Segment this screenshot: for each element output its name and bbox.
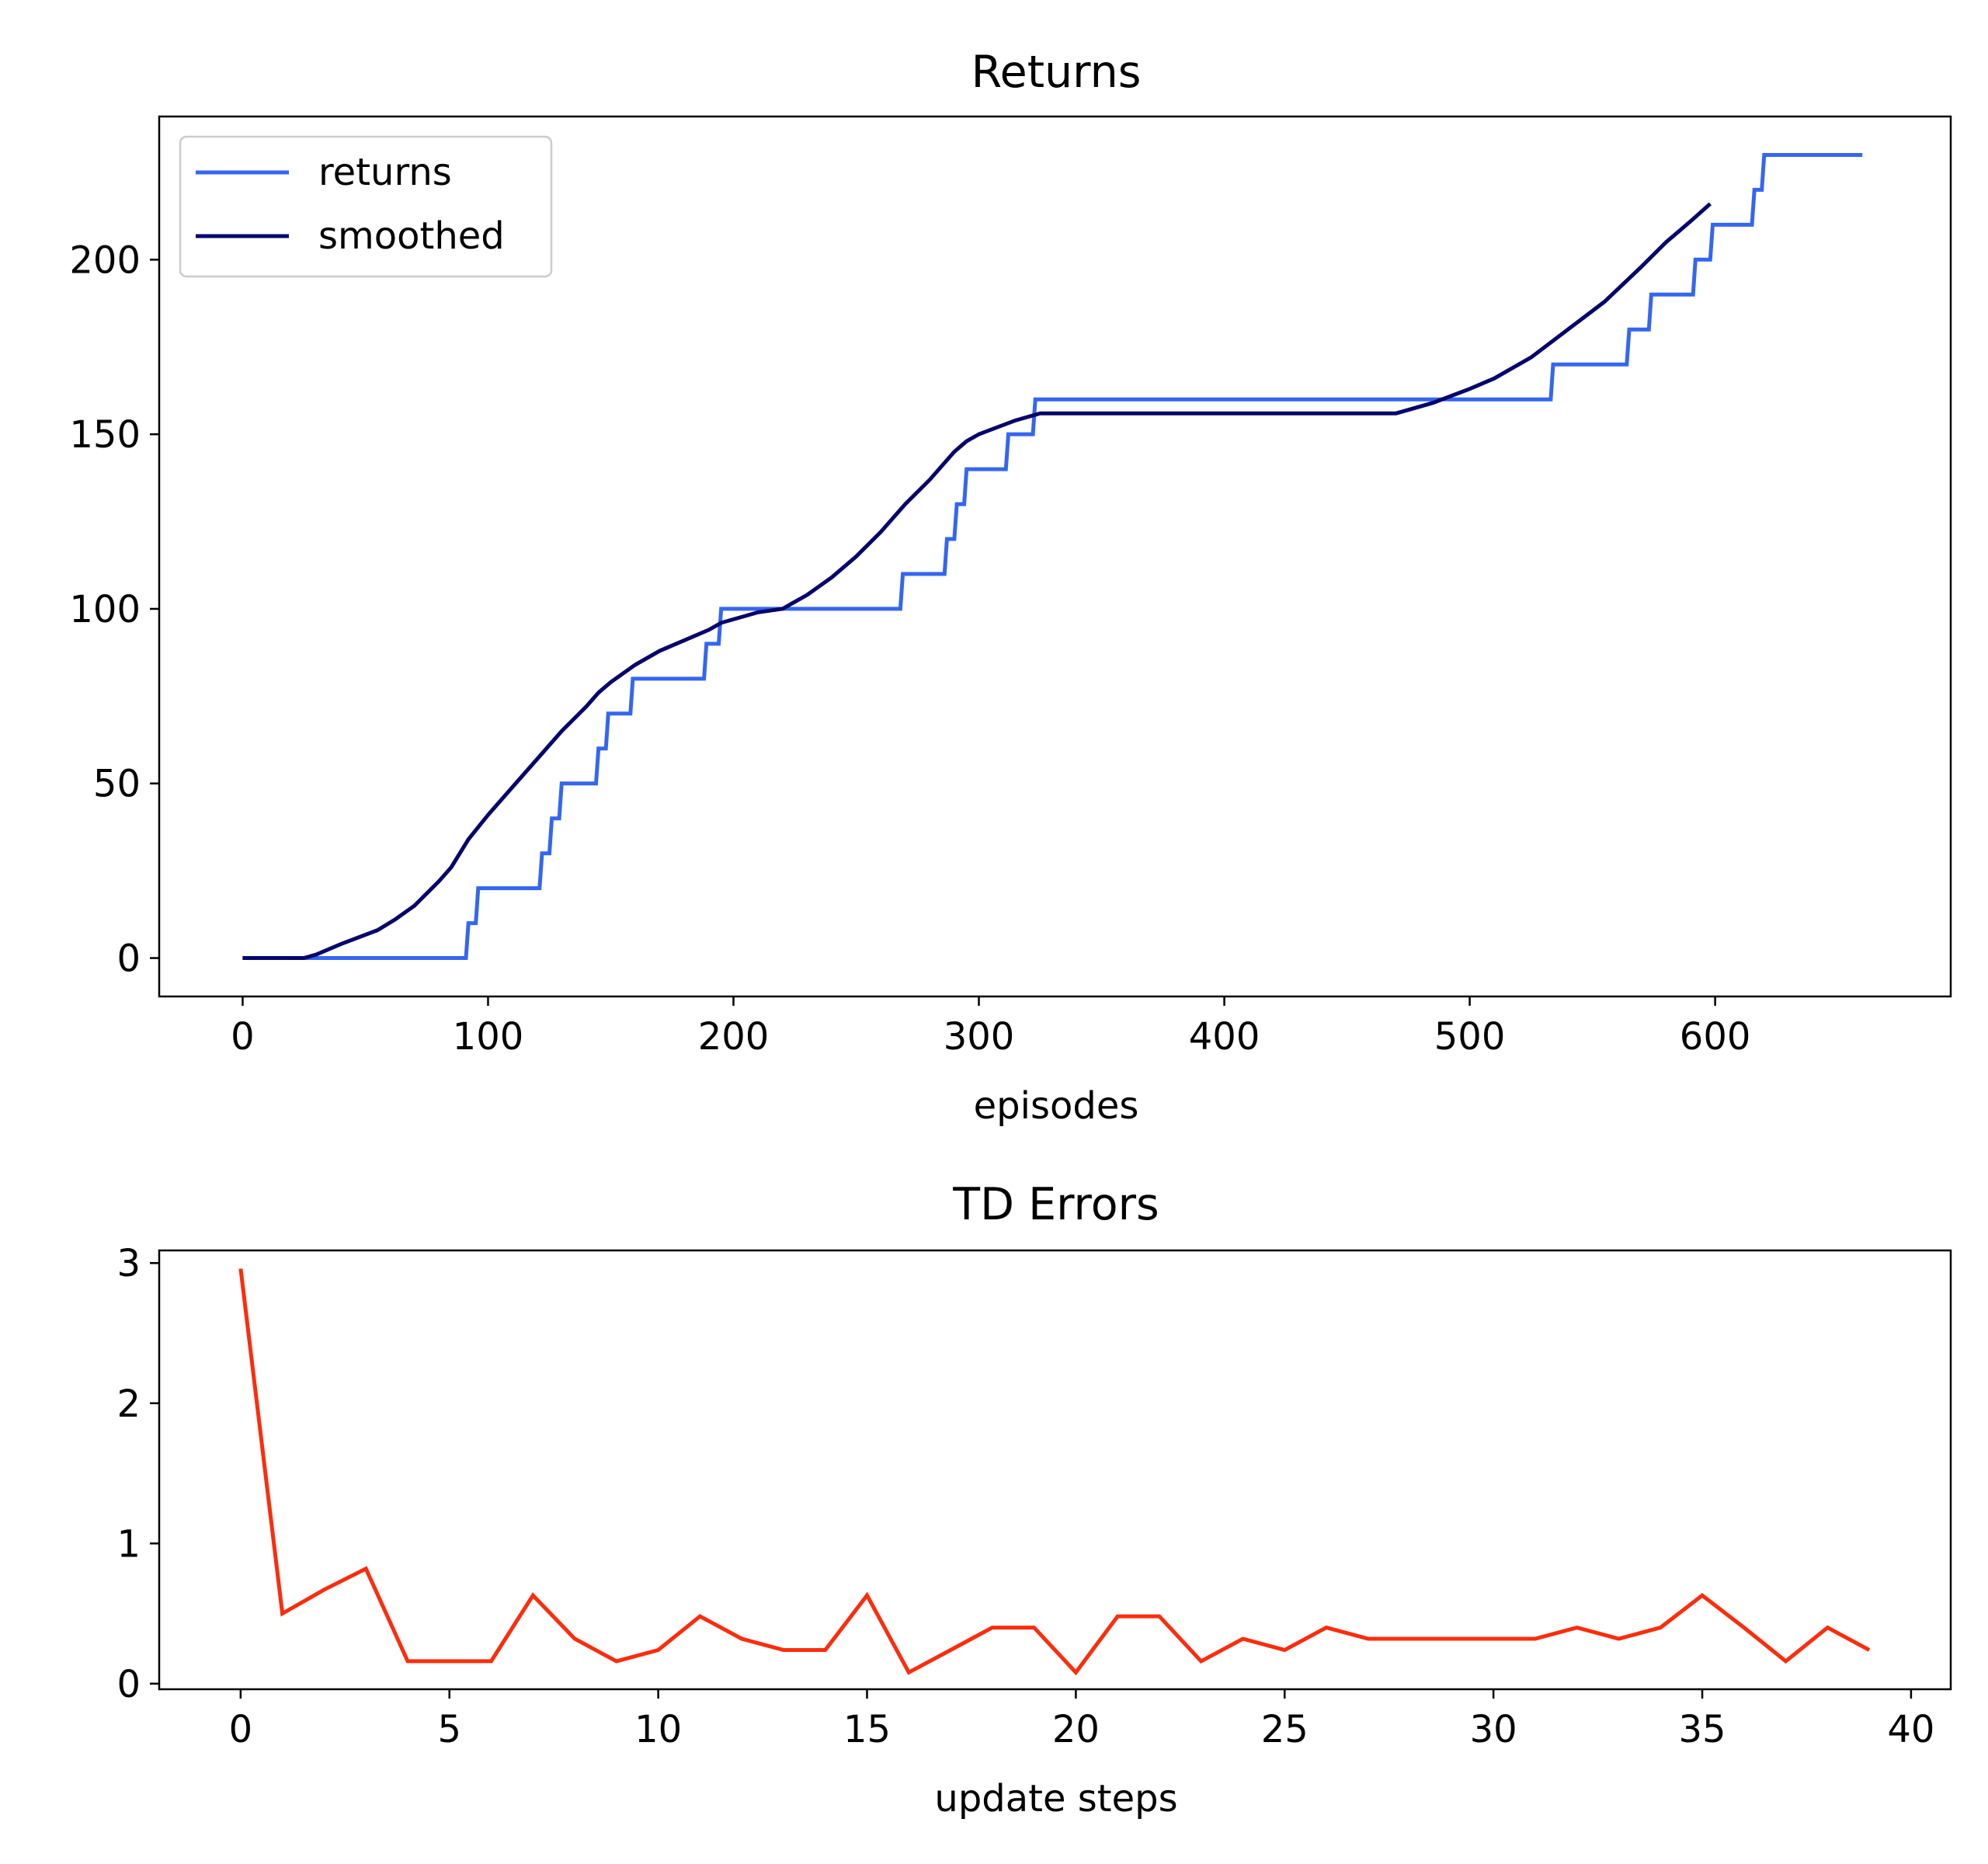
td-errors-axes-frame (158, 1249, 1952, 1691)
returns-series-layer (242, 153, 1863, 960)
td-errors-x-tick-label: 10 (634, 1708, 682, 1751)
td-errors-chart-title: TD Errors (952, 1179, 1159, 1230)
returns-y-tick-label: 150 (69, 413, 141, 457)
returns-x-axis-label: episodes (974, 1084, 1139, 1128)
returns-chart: Returns 0 100 200 300 400 500 600050100150200 … (69, 47, 1952, 1128)
td-errors-x-axis-label: update steps (934, 1777, 1177, 1821)
td-errors-y-tick-label: 0 (116, 1663, 141, 1706)
td-errors-x-tick-label: 30 (1470, 1708, 1517, 1751)
returns-x-tick-label: 600 (1680, 1015, 1751, 1059)
smoothed-line (242, 202, 1712, 960)
returns-y-tick-label: 0 (116, 937, 141, 981)
returns-line (242, 153, 1863, 960)
td-errors-series-layer (238, 1268, 1871, 1676)
td-errors-x-tick-label: 5 (437, 1708, 461, 1751)
returns-legend: returns smoothed (179, 135, 553, 278)
td-errors-chart: TD Errors 0 5 10 15 20 25 30 35 40 0 1 2 3 update st… (116, 1179, 1952, 1821)
td-errors-x-tick-label: 0 (229, 1708, 253, 1751)
td-errors-x-tick-label: 20 (1052, 1708, 1100, 1751)
td-errors-plot-area: 0 5 10 15 20 25 30 35 40 0 1 2 3 (116, 1242, 1952, 1751)
returns-y-tick-label: 100 (69, 588, 141, 631)
td-errors-line (238, 1268, 1871, 1676)
returns-plot-area: 0 100 200 300 400 500 600 0 50 100 150 200 (69, 115, 1952, 1059)
td-errors-y-tick-label: 3 (116, 1242, 141, 1285)
legend-smoothed-label: smoothed (318, 214, 505, 258)
td-errors-x-tick-label: 15 (843, 1708, 891, 1751)
returns-y-tick-label: 200 (69, 238, 141, 282)
td-errors-x-tick-label: 25 (1261, 1708, 1309, 1751)
returns-x-tick-label: 400 (1189, 1015, 1260, 1059)
returns-x-tick-label: 0 (231, 1015, 255, 1059)
returns-chart-title: Returns (971, 47, 1142, 98)
returns-x-tick-label: 100 (453, 1015, 524, 1059)
returns-ticks: 0 100 200 300 400 500 600 0 50 100 150 200 (69, 238, 1750, 1059)
td-errors-y-tick-label: 2 (116, 1382, 141, 1426)
legend-returns-label: returns (318, 151, 452, 194)
td-errors-x-tick-label: 35 (1678, 1708, 1726, 1751)
returns-x-tick-label: 500 (1434, 1015, 1506, 1059)
returns-y-tick-label: 50 (93, 763, 141, 806)
returns-x-tick-label: 300 (944, 1015, 1015, 1059)
td-errors-ticks: 0 5 10 15 20 25 30 35 40 0 1 2 3 (116, 1242, 1934, 1751)
returns-axes-frame (158, 115, 1952, 998)
returns-x-tick-label: 200 (698, 1015, 770, 1059)
td-errors-y-tick-label: 1 (116, 1522, 141, 1566)
td-errors-x-tick-label: 40 (1887, 1708, 1934, 1751)
